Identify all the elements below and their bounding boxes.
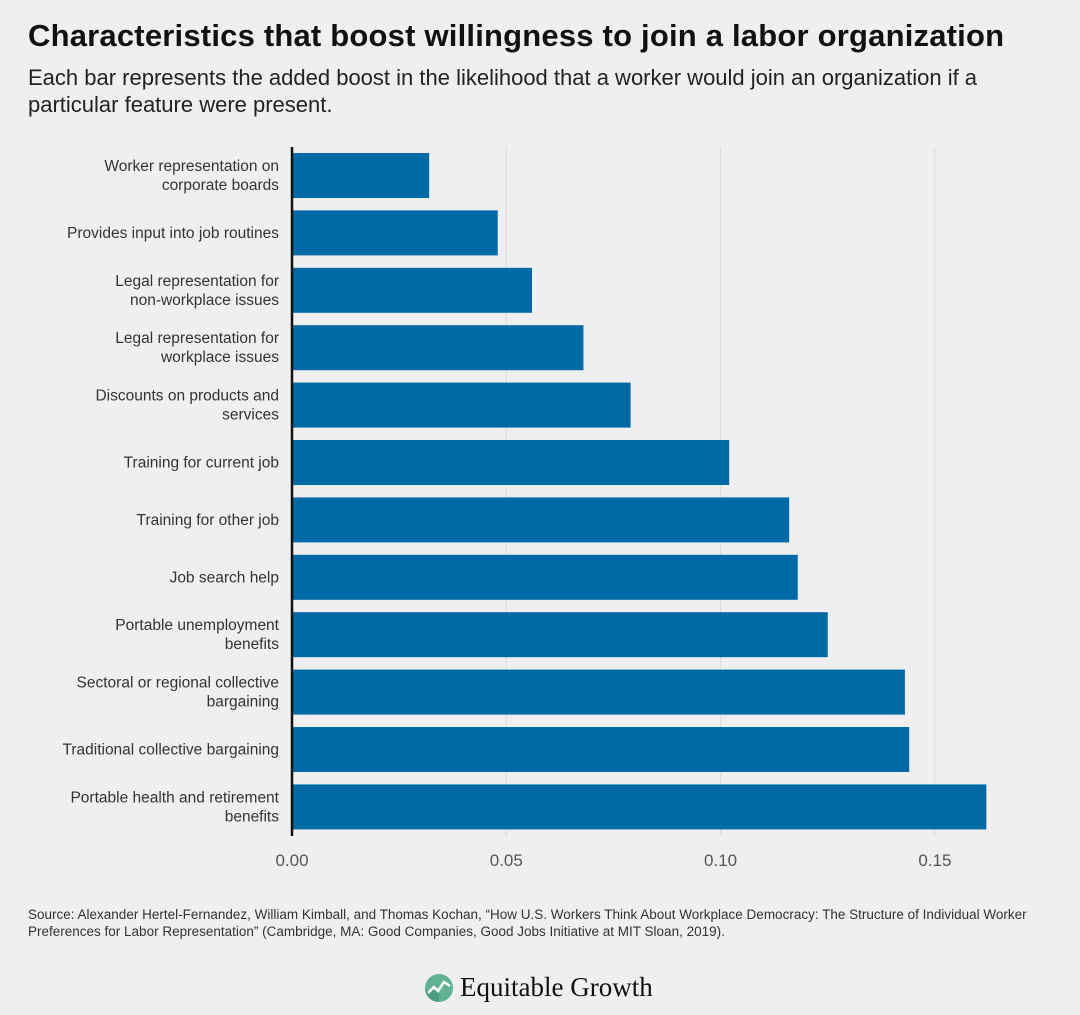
bar bbox=[292, 497, 790, 543]
category-label: Traditional collective bargaining bbox=[62, 742, 279, 759]
logo-text: Equitable Growth bbox=[460, 972, 653, 1002]
x-tick-label: 0.05 bbox=[490, 851, 523, 870]
category-label: Portable health and retirement benefits bbox=[70, 789, 279, 825]
chart-title: Characteristics that boost willingness t… bbox=[28, 18, 1005, 53]
x-tick-label: 0.00 bbox=[275, 851, 308, 870]
category-label: Sectoral or regional collective bargainin… bbox=[77, 675, 279, 711]
bar bbox=[292, 554, 798, 600]
bar bbox=[292, 325, 584, 371]
bar-chart: 0.00 0.05 0.10 0.15 Worker representation on… bbox=[62, 147, 987, 870]
bar bbox=[292, 382, 631, 428]
bar bbox=[292, 267, 533, 313]
category-label: Portable unemployment benefits bbox=[115, 617, 279, 653]
category-label: Job search help bbox=[170, 569, 279, 586]
chart-subtitle: Each bar represents the added boost in t… bbox=[28, 65, 978, 117]
x-tick-label: 0.15 bbox=[918, 851, 951, 870]
category-label: Discounts on products and services bbox=[95, 388, 279, 424]
bar bbox=[292, 153, 430, 198]
category-label: Legal representation for non-workplace is… bbox=[115, 273, 279, 309]
bar bbox=[292, 210, 498, 256]
source-note: Source: Alexander Hertel-Fernandez, Will… bbox=[28, 907, 1027, 939]
bar bbox=[292, 612, 828, 658]
bar bbox=[292, 669, 905, 715]
category-label: Training for current job bbox=[124, 455, 279, 472]
equitable-growth-logo-icon bbox=[425, 973, 453, 1002]
x-tick-label: 0.10 bbox=[704, 851, 737, 870]
category-label: Legal representation for workplace issues bbox=[115, 330, 279, 366]
category-label: Worker representation on corporate boards bbox=[104, 158, 279, 194]
logo: Equitable Growth bbox=[424, 972, 653, 1003]
bar bbox=[292, 440, 730, 485]
category-label: Provides input into job routines bbox=[67, 225, 279, 242]
category-label: Training for other job bbox=[137, 512, 279, 529]
bar bbox=[292, 727, 910, 772]
bar bbox=[292, 784, 987, 830]
